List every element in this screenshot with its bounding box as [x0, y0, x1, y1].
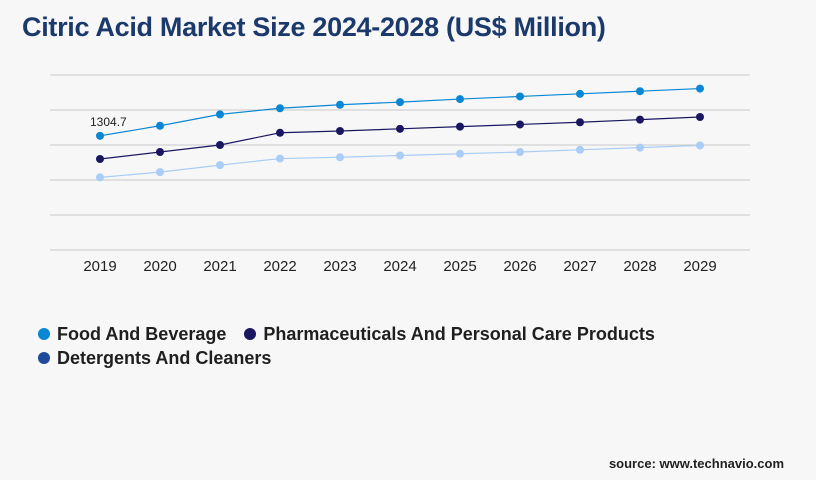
legend: Food And Beverage Pharmaceuticals And Pe… [38, 322, 738, 370]
data-point [696, 141, 704, 150]
data-point [96, 155, 104, 163]
legend-marker [244, 328, 257, 340]
data-point [696, 84, 704, 93]
data-point [336, 153, 344, 162]
x-tick-label: 2027 [563, 258, 596, 275]
data-point [156, 148, 164, 156]
data-point [156, 121, 164, 130]
x-axis-tick-labels: 2019 2020 2021 2022 2023 2024 2025 2026 2027 2028… [83, 258, 716, 275]
series-points [96, 84, 704, 182]
data-point [636, 87, 644, 96]
x-tick-label: 2020 [143, 258, 176, 275]
data-point [276, 104, 284, 113]
data-point [576, 89, 584, 98]
data-labels: 1304.7 [90, 115, 127, 129]
legend-item-food-and-beverage: Food And Beverage [38, 324, 226, 345]
legend-marker [38, 328, 50, 340]
legend-item-pharmaceuticals: Pharmaceuticals And Personal Care Produc… [244, 323, 655, 345]
x-tick-label: 2023 [323, 258, 356, 275]
data-point [516, 148, 524, 156]
x-tick-label: 2026 [503, 258, 536, 275]
data-point [516, 92, 524, 101]
data-point [216, 161, 224, 170]
x-tick-label: 2019 [83, 258, 116, 275]
legend-item-detergents-and-cleaners: Detergents And Cleaners [38, 348, 271, 369]
legend-marker [38, 352, 50, 364]
data-point [396, 151, 404, 160]
x-tick-label: 2022 [263, 258, 296, 275]
legend-label: Food And Beverage [57, 323, 227, 344]
x-tick-label: 2029 [683, 258, 716, 275]
source-credit: source: www.technavio.com [608, 456, 784, 471]
data-point [96, 173, 104, 182]
data-point [276, 154, 284, 163]
data-point [576, 118, 584, 127]
data-point [576, 145, 584, 154]
x-tick-label: 2021 [203, 258, 236, 275]
legend-label: Pharmaceuticals And Personal Care Produc… [263, 323, 655, 344]
data-label: 1304.7 [90, 115, 127, 129]
series-line [99, 144, 701, 178]
data-point [696, 113, 704, 121]
data-point [456, 149, 464, 158]
data-point [396, 124, 404, 133]
data-point [636, 115, 644, 124]
data-point [456, 95, 464, 104]
data-point [636, 143, 644, 152]
data-point [456, 122, 464, 131]
chart-title: Citric Acid Market Size 2024-2028 (US$ M… [22, 12, 606, 42]
data-point [216, 110, 224, 119]
data-point [156, 168, 164, 177]
x-tick-label: 2024 [383, 258, 416, 275]
x-tick-label: 2025 [443, 258, 476, 275]
legend-label: Detergents And Cleaners [57, 347, 272, 368]
x-tick-label: 2028 [623, 258, 656, 275]
data-point [336, 100, 344, 109]
data-point [96, 131, 104, 140]
data-point [216, 141, 224, 149]
data-point [516, 120, 524, 129]
gridlines [50, 74, 750, 251]
data-point [336, 127, 344, 135]
data-point [276, 128, 284, 137]
line-chart: 2019 2020 2021 2022 2023 2024 2025 2026 2027 2028… [50, 74, 750, 275]
data-point [396, 98, 404, 107]
